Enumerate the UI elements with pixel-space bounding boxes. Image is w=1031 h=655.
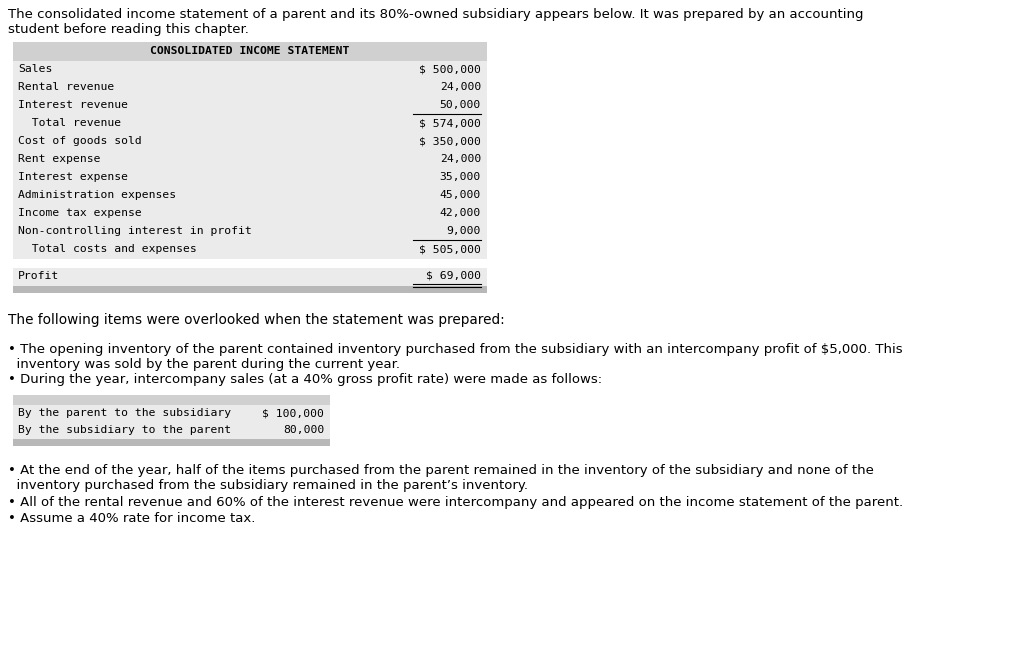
Text: CONSOLIDATED INCOME STATEMENT: CONSOLIDATED INCOME STATEMENT: [151, 46, 350, 56]
Text: Non-controlling interest in profit: Non-controlling interest in profit: [18, 226, 252, 236]
Text: The consolidated income statement of a parent and its 80%-owned subsidiary appea: The consolidated income statement of a p…: [8, 8, 864, 21]
Bar: [13, 151, 487, 169]
Text: 24,000: 24,000: [440, 154, 481, 164]
Bar: [13, 223, 487, 241]
Text: By the parent to the subsidiary: By the parent to the subsidiary: [18, 408, 231, 418]
Text: 24,000: 24,000: [440, 82, 481, 92]
Bar: [13, 439, 330, 446]
Text: Administration expenses: Administration expenses: [18, 190, 176, 200]
Text: 45,000: 45,000: [440, 190, 481, 200]
Text: Interest expense: Interest expense: [18, 172, 128, 182]
Text: Income tax expense: Income tax expense: [18, 208, 141, 218]
Text: $ 505,000: $ 505,000: [420, 244, 481, 254]
Text: $ 100,000: $ 100,000: [262, 408, 324, 418]
Text: 42,000: 42,000: [440, 208, 481, 218]
Text: • Assume a 40% rate for income tax.: • Assume a 40% rate for income tax.: [8, 512, 256, 525]
Text: Total costs and expenses: Total costs and expenses: [18, 244, 197, 254]
Text: $ 574,000: $ 574,000: [420, 118, 481, 128]
Bar: [13, 61, 487, 79]
Text: • At the end of the year, half of the items purchased from the parent remained i: • At the end of the year, half of the it…: [8, 464, 874, 477]
Text: • The opening inventory of the parent contained inventory purchased from the sub: • The opening inventory of the parent co…: [8, 343, 902, 356]
Bar: [13, 42, 487, 61]
Text: inventory purchased from the subsidiary remained in the parent’s inventory.: inventory purchased from the subsidiary …: [8, 479, 528, 492]
Text: Cost of goods sold: Cost of goods sold: [18, 136, 141, 146]
Text: Rent expense: Rent expense: [18, 154, 100, 164]
Bar: [13, 422, 330, 439]
Text: $ 69,000: $ 69,000: [426, 271, 481, 281]
Bar: [13, 268, 487, 286]
Text: • All of the rental revenue and 60% of the interest revenue were intercompany an: • All of the rental revenue and 60% of t…: [8, 496, 903, 509]
Text: 80,000: 80,000: [282, 425, 324, 435]
Text: Interest revenue: Interest revenue: [18, 100, 128, 110]
Bar: [13, 286, 487, 293]
Bar: [13, 133, 487, 151]
Text: $ 500,000: $ 500,000: [420, 64, 481, 74]
Text: Rental revenue: Rental revenue: [18, 82, 114, 92]
Text: • During the year, intercompany sales (at a 40% gross profit rate) were made as : • During the year, intercompany sales (a…: [8, 373, 602, 386]
Bar: [13, 115, 487, 133]
Bar: [13, 79, 487, 97]
Bar: [13, 205, 487, 223]
Bar: [13, 187, 487, 205]
Text: student before reading this chapter.: student before reading this chapter.: [8, 23, 248, 36]
Text: 9,000: 9,000: [446, 226, 481, 236]
Text: The following items were overlooked when the statement was prepared:: The following items were overlooked when…: [8, 313, 505, 327]
Text: $ 350,000: $ 350,000: [420, 136, 481, 146]
Text: Profit: Profit: [18, 271, 59, 281]
Text: By the subsidiary to the parent: By the subsidiary to the parent: [18, 425, 231, 435]
Text: Sales: Sales: [18, 64, 53, 74]
Text: Total revenue: Total revenue: [18, 118, 121, 128]
Bar: [13, 97, 487, 115]
Bar: [13, 395, 330, 405]
Bar: [13, 241, 487, 259]
Bar: [13, 169, 487, 187]
Text: 35,000: 35,000: [440, 172, 481, 182]
Bar: [13, 405, 330, 422]
Bar: [13, 259, 487, 268]
Text: 50,000: 50,000: [440, 100, 481, 110]
Text: inventory was sold by the parent during the current year.: inventory was sold by the parent during …: [8, 358, 400, 371]
